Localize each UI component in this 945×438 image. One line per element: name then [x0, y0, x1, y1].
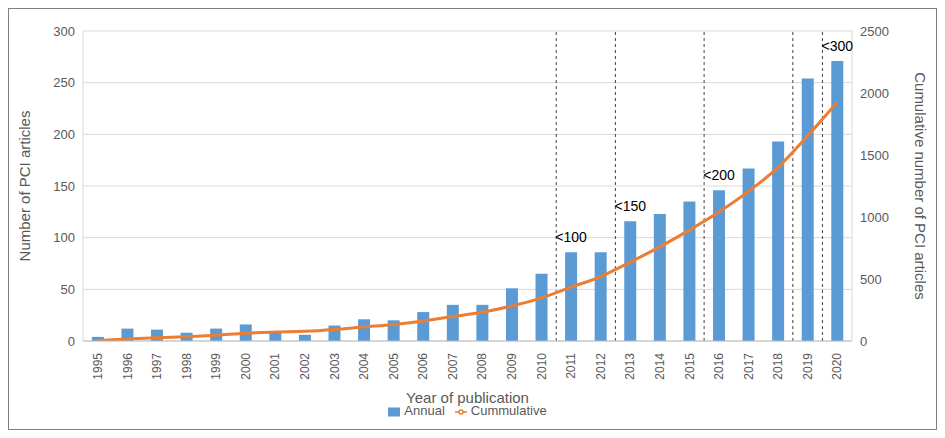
- svg-text:1999: 1999: [209, 353, 223, 380]
- svg-text:2017: 2017: [742, 353, 756, 380]
- svg-text:<150: <150: [614, 198, 646, 214]
- svg-text:2500: 2500: [860, 24, 889, 39]
- svg-text:250: 250: [53, 75, 75, 90]
- html-text:Annual: Annual: [404, 403, 445, 418]
- svg-text:2007: 2007: [446, 353, 460, 380]
- svg-text:2001: 2001: [268, 353, 282, 380]
- svg-text:2011: 2011: [564, 353, 578, 379]
- svg-text:2018: 2018: [771, 353, 785, 380]
- svg-text:1998: 1998: [180, 353, 194, 380]
- svg-text:<200: <200: [703, 167, 735, 183]
- svg-text:<300: <300: [822, 38, 854, 54]
- svg-text:2000: 2000: [239, 353, 253, 380]
- svg-text:300: 300: [53, 24, 75, 39]
- svg-text:2005: 2005: [387, 353, 401, 380]
- svg-text:2010: 2010: [535, 353, 549, 380]
- svg-text:Cumulative number of PCI artic: Cumulative number of PCI articles: [912, 72, 929, 300]
- svg-text:2008: 2008: [475, 353, 489, 380]
- svg-text:2015: 2015: [683, 353, 697, 380]
- svg-text:1996: 1996: [121, 353, 135, 380]
- svg-text:2004: 2004: [357, 353, 371, 380]
- svg-text:200: 200: [53, 127, 75, 142]
- svg-text:2000: 2000: [860, 86, 889, 101]
- svg-text:1000: 1000: [860, 210, 889, 225]
- svg-text:2002: 2002: [298, 353, 312, 380]
- svg-text:1500: 1500: [860, 148, 889, 163]
- svg-text:0: 0: [860, 334, 867, 349]
- svg-text:50: 50: [61, 282, 75, 297]
- svg-text:Number of PCI articles: Number of PCI articles: [16, 111, 33, 262]
- svg-text:2003: 2003: [328, 353, 342, 380]
- svg-text:2020: 2020: [830, 353, 844, 380]
- svg-text:2014: 2014: [653, 353, 667, 380]
- html-text:Cummulative: Cummulative: [470, 403, 547, 418]
- svg-text:0: 0: [68, 334, 75, 349]
- svg-text:2019: 2019: [801, 353, 815, 380]
- svg-text:1995: 1995: [91, 353, 105, 380]
- svg-text:2009: 2009: [505, 353, 519, 380]
- svg-text:1997: 1997: [150, 353, 164, 380]
- svg-text:2016: 2016: [712, 353, 726, 380]
- svg-text:Year of publication: Year of publication: [406, 389, 529, 406]
- svg-text:500: 500: [860, 272, 882, 287]
- svg-text:2013: 2013: [623, 353, 637, 380]
- svg-text:2006: 2006: [416, 353, 430, 380]
- svg-text:2012: 2012: [594, 353, 608, 380]
- svg-text:150: 150: [53, 179, 75, 194]
- svg-text:100: 100: [53, 230, 75, 245]
- svg-text:<100: <100: [555, 229, 587, 245]
